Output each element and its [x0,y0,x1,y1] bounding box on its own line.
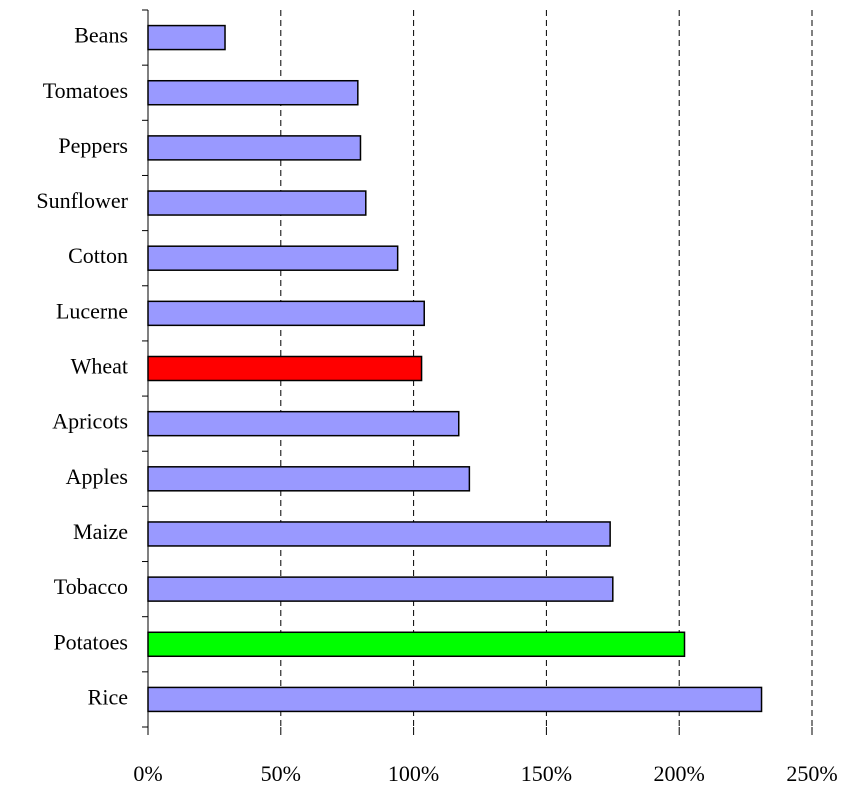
bar [147,686,763,713]
y-tick-label: Tomatoes [43,78,128,103]
y-tick-label: Apples [66,464,128,489]
y-tick-label: Lucerne [56,298,128,323]
x-tick-label: 150% [521,761,572,786]
bar [147,521,611,547]
y-tick-label: Apricots [52,409,128,434]
x-tick-label: 200% [654,761,705,786]
y-tick-label: Maize [73,519,128,544]
bar [147,631,686,658]
y-tick-label: Peppers [58,133,128,158]
y-tick-label: Sunflower [36,188,128,213]
bar [147,466,471,492]
x-tick-label: 50% [261,761,301,786]
y-tick-label: Potatoes [53,629,128,654]
x-tick-label: 0% [133,761,162,786]
bar [147,190,367,216]
bar [147,135,362,161]
y-tick-label: Beans [74,23,128,48]
bar [147,79,359,106]
bar [147,245,399,271]
bar [147,355,423,382]
bar [147,410,460,437]
y-tick-label: Tobacco [54,574,128,599]
x-tick-label: 250% [786,761,837,786]
y-tick-label: Cotton [68,243,128,268]
x-tick-label: 100% [388,761,439,786]
bar [147,576,614,602]
bar [147,24,226,51]
bar [147,300,425,327]
y-tick-label: Wheat [71,354,128,379]
y-tick-label: Rice [88,684,128,709]
